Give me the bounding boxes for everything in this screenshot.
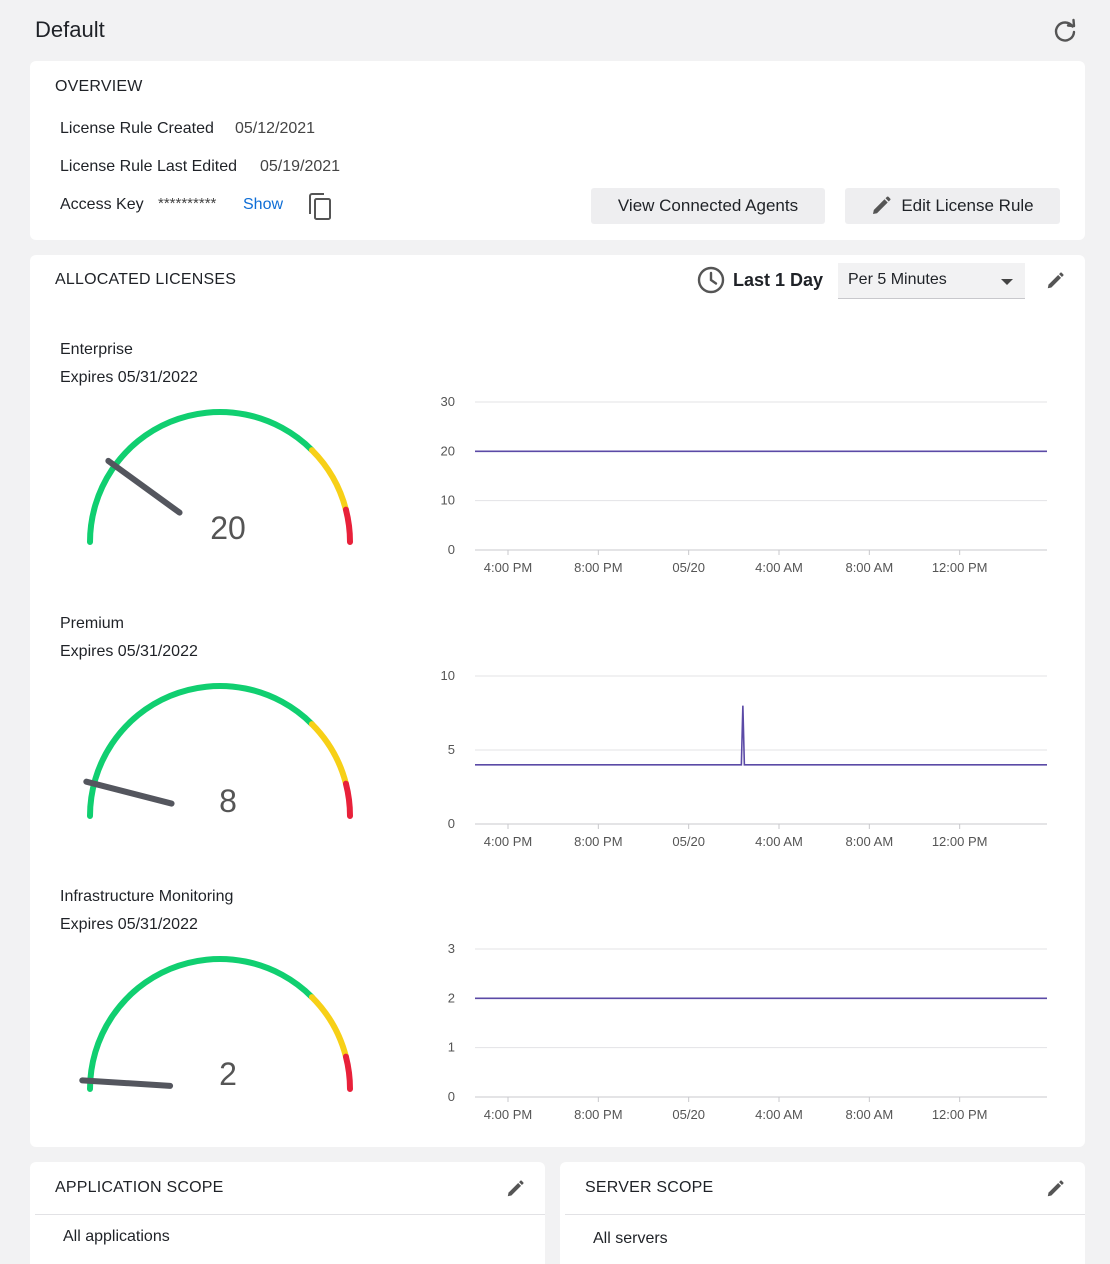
application-scope-card: APPLICATION SCOPE All applications — [30, 1162, 545, 1264]
granularity-value: Per 5 Minutes — [848, 271, 947, 288]
x-tick-label: 4:00 AM — [755, 560, 803, 575]
access-key-value: ********** — [158, 195, 217, 212]
edited-label: License Rule Last Edited — [60, 158, 237, 175]
view-agents-label: View Connected Agents — [617, 196, 799, 215]
allocated-title: ALLOCATED LICENSES — [55, 271, 237, 288]
license-gauge — [87, 409, 353, 545]
time-range-label: Last 1 Day — [733, 269, 824, 290]
allocated-licenses-card: ALLOCATED LICENSES Last 1 Day Per 5 Minu… — [30, 255, 1085, 1147]
x-tick-label: 4:00 PM — [484, 834, 532, 849]
y-tick-label: 5 — [448, 742, 455, 757]
y-tick-label: 0 — [448, 542, 455, 557]
x-tick-label: 05/20 — [672, 834, 705, 849]
license-gauge — [79, 956, 353, 1092]
copy-icon[interactable] — [306, 192, 334, 222]
chevron-down-icon — [1001, 279, 1013, 285]
page-title: Default — [35, 17, 105, 42]
edited-value: 05/19/2021 — [260, 158, 341, 175]
y-tick-label: 0 — [448, 816, 455, 831]
y-tick-label: 10 — [441, 493, 455, 508]
clock-icon — [697, 266, 725, 294]
gauge-needle — [105, 457, 183, 516]
x-tick-label: 4:00 AM — [755, 1107, 803, 1122]
series-line — [475, 705, 1047, 766]
x-tick-label: 12:00 PM — [932, 560, 988, 575]
pencil-icon — [873, 196, 891, 214]
license-expiry: Expires 05/31/2022 — [60, 643, 198, 660]
x-tick-label: 8:00 AM — [845, 834, 893, 849]
created-label: License Rule Created — [60, 120, 214, 137]
y-tick-label: 30 — [441, 394, 455, 409]
server-scope-card: SERVER SCOPE All servers — [560, 1162, 1085, 1264]
gauge-arc-red — [342, 1053, 353, 1092]
gauge-arc-red — [342, 506, 353, 545]
edit-license-rule-button[interactable]: Edit License Rule — [845, 188, 1060, 224]
y-tick-label: 3 — [448, 941, 455, 956]
license-gauge — [83, 683, 353, 819]
y-tick-label: 10 — [441, 668, 455, 683]
access-key-label: Access Key — [60, 196, 144, 213]
gauge-value: 2 — [219, 1056, 237, 1092]
x-tick-label: 8:00 AM — [845, 560, 893, 575]
divider — [565, 1214, 1085, 1215]
gauge-arc-yellow — [308, 447, 349, 513]
license-expiry: Expires 05/31/2022 — [60, 369, 198, 386]
gauge-arc-green — [87, 956, 315, 1092]
edit-pencil-icon[interactable] — [506, 1180, 524, 1198]
granularity-select[interactable]: Per 5 Minutes — [838, 263, 1025, 299]
x-tick-label: 8:00 PM — [574, 834, 622, 849]
gauge-arc-green — [87, 683, 315, 819]
license-name: Infrastructure Monitoring — [60, 888, 234, 905]
y-tick-label: 20 — [441, 443, 455, 458]
x-tick-label: 05/20 — [672, 1107, 705, 1122]
application-scope-title: APPLICATION SCOPE — [55, 1179, 224, 1196]
license-name: Enterprise — [60, 341, 133, 358]
gauge-arc-yellow — [308, 994, 349, 1060]
show-key-link[interactable]: Show — [243, 196, 284, 213]
application-scope-value: All applications — [63, 1228, 170, 1245]
edit-pencil-icon[interactable] — [1046, 272, 1064, 290]
server-scope-value: All servers — [593, 1230, 668, 1247]
x-tick-label: 4:00 PM — [484, 1107, 532, 1122]
x-tick-label: 05/20 — [672, 560, 705, 575]
refresh-icon[interactable] — [1051, 17, 1079, 45]
gauge-needle — [79, 1077, 174, 1089]
license-expiry: Expires 05/31/2022 — [60, 916, 198, 933]
x-tick-label: 8:00 PM — [574, 560, 622, 575]
edit-rule-label: Edit License Rule — [901, 196, 1034, 215]
time-range-picker[interactable]: Last 1 Day — [697, 266, 823, 294]
gauge-value: 20 — [210, 510, 246, 546]
y-tick-label: 2 — [448, 990, 455, 1005]
x-tick-label: 8:00 AM — [845, 1107, 893, 1122]
edit-pencil-icon[interactable] — [1046, 1180, 1064, 1198]
overview-title: OVERVIEW — [55, 78, 143, 95]
x-tick-label: 8:00 PM — [574, 1107, 622, 1122]
license-usage-chart: 0 1 2 3 4:00 PM 8:00 PM 05/20 4:00 AM 8:00 AM 12:… — [448, 941, 1047, 1122]
server-scope-title: SERVER SCOPE — [585, 1179, 714, 1196]
gauge-value: 8 — [219, 783, 237, 819]
y-tick-label: 1 — [448, 1040, 455, 1055]
x-tick-label: 4:00 PM — [484, 560, 532, 575]
gauge-arc-yellow — [308, 721, 349, 787]
x-tick-label: 4:00 AM — [755, 834, 803, 849]
license-usage-chart: 0 5 10 4:00 PM 8:00 PM 05/20 4:00 AM 8:00 AM 12:… — [441, 668, 1047, 849]
gauge-arc-green — [87, 409, 315, 545]
x-tick-label: 12:00 PM — [932, 834, 988, 849]
x-tick-label: 12:00 PM — [932, 1107, 988, 1122]
license-usage-chart: 0 10 20 30 4:00 PM 8:00 PM 05/20 4:00 AM 8:00 AM… — [441, 394, 1047, 575]
divider — [35, 1214, 545, 1215]
gauge-arc-red — [342, 780, 353, 819]
license-name: Premium — [60, 615, 125, 632]
created-value: 05/12/2021 — [235, 120, 316, 137]
view-connected-agents-button[interactable]: View Connected Agents — [591, 188, 825, 224]
y-tick-label: 0 — [448, 1089, 455, 1104]
overview-card: OVERVIEW License Rule Created 05/12/2021… — [30, 61, 1085, 240]
gauge-needle — [83, 778, 175, 807]
